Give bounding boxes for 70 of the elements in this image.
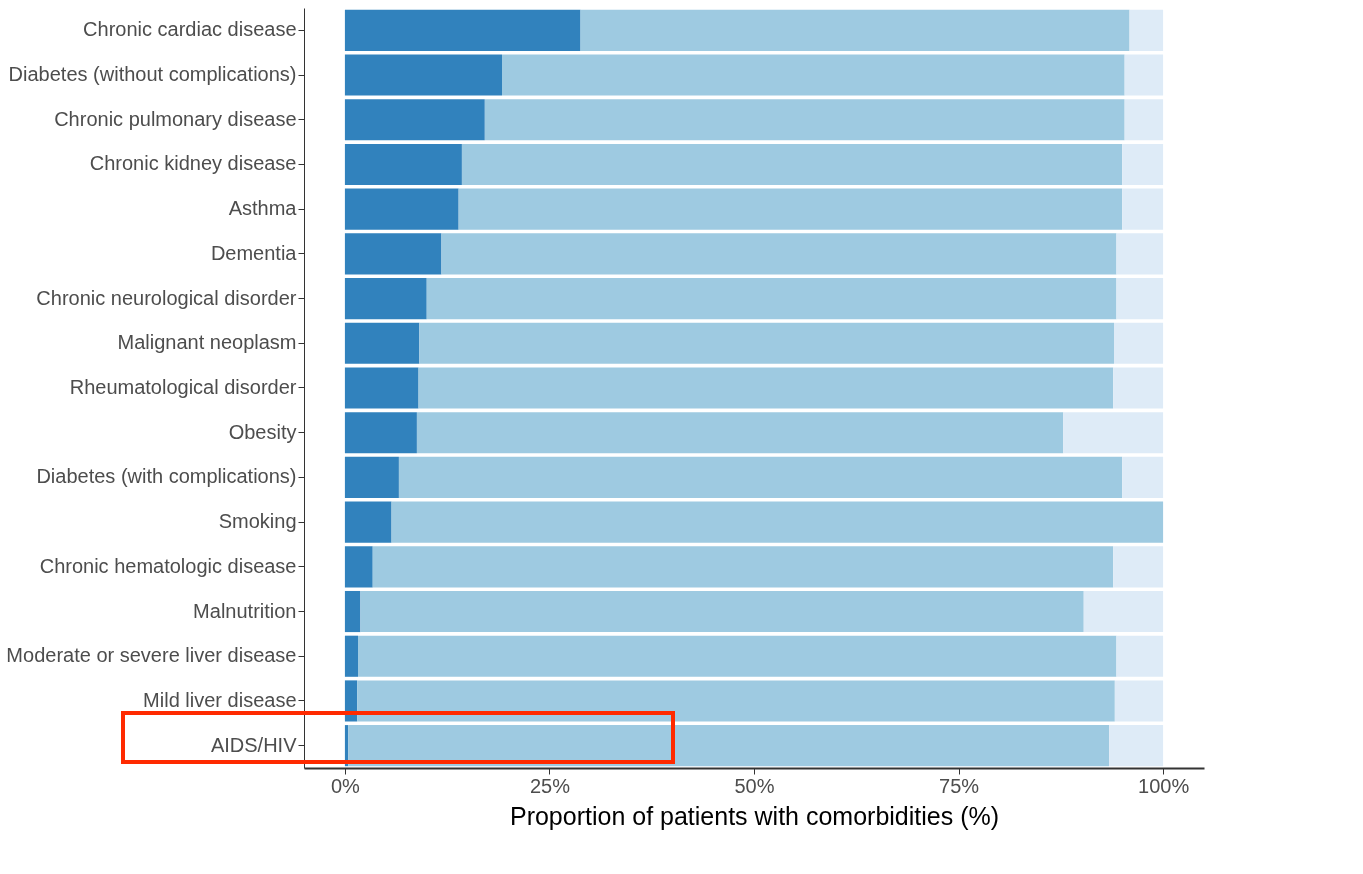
y-tick-label: Mild liver disease	[143, 688, 297, 711]
y-tick-label: Asthma	[228, 197, 298, 220]
y-tick-label: Smoking	[218, 510, 297, 533]
bar	[344, 188, 459, 230]
bar	[484, 99, 1125, 141]
x-tick-label: 75%	[939, 774, 980, 797]
bar	[344, 99, 485, 141]
y-tick-label: Chronic kidney disease	[89, 152, 297, 175]
y-tick-label: Moderate or severe liver disease	[6, 644, 297, 667]
bar	[1083, 590, 1164, 633]
bar	[344, 501, 392, 543]
bar	[426, 278, 1117, 320]
bar	[391, 501, 1164, 543]
bar	[358, 635, 1117, 677]
bar	[419, 322, 1114, 364]
x-tick-label: 50%	[734, 774, 775, 797]
bar	[344, 9, 581, 51]
bar	[1122, 456, 1164, 498]
bar	[344, 456, 399, 498]
y-tick-label: Chronic hematologic disease	[39, 554, 297, 577]
bar	[1116, 233, 1164, 275]
y-tick-label: Diabetes (with complications)	[36, 465, 297, 488]
bar	[1114, 680, 1164, 722]
y-tick-label: Chronic cardiac disease	[83, 18, 297, 41]
bar	[344, 412, 417, 454]
y-tick-label: Dementia	[210, 241, 298, 264]
bar	[344, 367, 419, 409]
bar	[344, 143, 462, 186]
x-tick-label: 25%	[529, 774, 571, 797]
bar	[1122, 143, 1164, 186]
bar	[418, 367, 1114, 409]
y-tick-label: Chronic neurological disorder	[36, 286, 297, 309]
bar	[416, 412, 1064, 454]
x-axis-title: Proportion of patients with comorbidities (%)	[509, 801, 1000, 830]
y-tick-label: Malignant neoplasm	[117, 331, 297, 354]
bar	[1124, 99, 1164, 141]
bar	[1114, 322, 1164, 364]
y-tick-label: Obesity	[228, 420, 297, 443]
bar	[344, 322, 420, 364]
bar	[461, 143, 1123, 186]
bar	[580, 9, 1130, 51]
bar	[344, 278, 427, 320]
bar	[1113, 546, 1164, 588]
y-tick-label: Chronic pulmonary disease	[54, 107, 297, 130]
bar	[344, 590, 361, 633]
bar	[357, 680, 1115, 722]
bar	[502, 54, 1125, 96]
y-tick-label: Malnutrition	[193, 599, 297, 622]
bar	[1124, 54, 1164, 96]
bar	[1113, 367, 1164, 409]
bar	[398, 456, 1123, 498]
bar	[1116, 278, 1164, 320]
bar	[344, 233, 442, 275]
bar	[1129, 9, 1164, 51]
y-tick-label: AIDS/HIV	[210, 733, 298, 756]
bar	[441, 233, 1117, 275]
y-tick-label: Rheumatological disorder	[69, 376, 297, 398]
bar	[360, 590, 1084, 633]
bar	[1116, 635, 1164, 677]
bar	[1122, 188, 1164, 230]
y-tick-label: Diabetes (without complications)	[8, 63, 297, 86]
bar	[344, 54, 502, 96]
bar	[1109, 725, 1164, 767]
bar	[458, 188, 1123, 230]
bar	[344, 635, 358, 677]
bar	[372, 546, 1114, 588]
x-tick-label: 0%	[330, 774, 361, 797]
bar	[344, 546, 373, 588]
bar	[1063, 412, 1164, 454]
x-tick-label: 100%	[1138, 774, 1190, 797]
